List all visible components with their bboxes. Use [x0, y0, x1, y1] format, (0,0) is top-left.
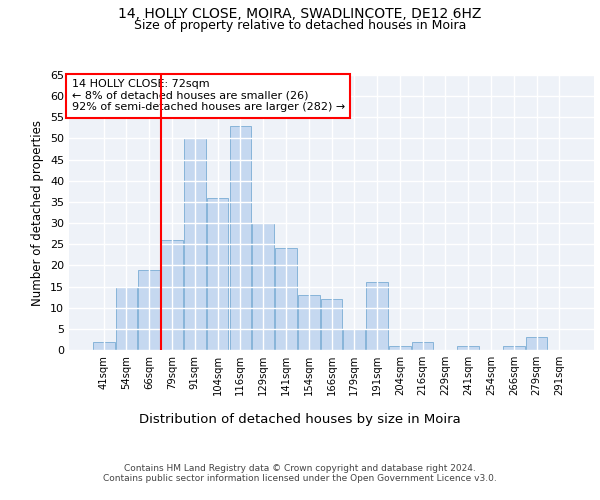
Bar [343, 329, 365, 350]
Bar [366, 282, 388, 350]
Bar [93, 342, 115, 350]
Bar [230, 126, 251, 350]
Bar [503, 346, 524, 350]
Bar [253, 223, 274, 350]
Bar [320, 299, 343, 350]
Bar [184, 138, 206, 350]
Bar [207, 198, 229, 350]
Text: Size of property relative to detached houses in Moira: Size of property relative to detached ho… [134, 19, 466, 32]
Text: 14, HOLLY CLOSE, MOIRA, SWADLINCOTE, DE12 6HZ: 14, HOLLY CLOSE, MOIRA, SWADLINCOTE, DE1… [118, 8, 482, 22]
Y-axis label: Number of detached properties: Number of detached properties [31, 120, 44, 306]
Bar [526, 338, 547, 350]
Bar [161, 240, 183, 350]
Text: Contains public sector information licensed under the Open Government Licence v3: Contains public sector information licen… [103, 474, 497, 483]
Bar [412, 342, 433, 350]
Text: 14 HOLLY CLOSE: 72sqm
← 8% of detached houses are smaller (26)
92% of semi-detac: 14 HOLLY CLOSE: 72sqm ← 8% of detached h… [71, 79, 345, 112]
Bar [389, 346, 410, 350]
Bar [116, 286, 137, 350]
Text: Contains HM Land Registry data © Crown copyright and database right 2024.: Contains HM Land Registry data © Crown c… [124, 464, 476, 473]
Bar [139, 270, 160, 350]
Bar [457, 346, 479, 350]
Bar [298, 295, 320, 350]
Bar [275, 248, 297, 350]
Text: Distribution of detached houses by size in Moira: Distribution of detached houses by size … [139, 412, 461, 426]
